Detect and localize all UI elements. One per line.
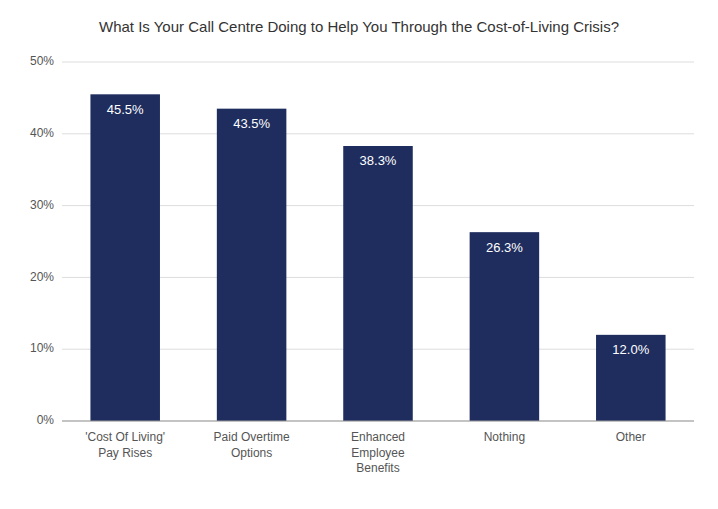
tick-label: 20%: [30, 270, 54, 284]
chart: What Is Your Call Centre Doing to Help Y…: [0, 0, 718, 509]
tick-label: 50%: [30, 54, 54, 68]
data-labels: 45.5% 43.5% 38.3% 26.3% 12.0%: [107, 102, 650, 358]
grid-line: [62, 62, 694, 63]
category-label: EnhancedEmployeeBenefits: [351, 430, 405, 475]
tick-label: 30%: [30, 198, 54, 212]
data-label: 45.5%: [107, 102, 144, 117]
bar: [217, 109, 287, 421]
data-label: 26.3%: [486, 240, 523, 255]
grid-line: [62, 421, 694, 422]
bar: [343, 146, 413, 421]
tick-label: 10%: [30, 341, 54, 355]
chart-container: What Is Your Call Centre Doing to Help Y…: [0, 0, 718, 509]
data-label: 12.0%: [612, 342, 649, 357]
bar: [596, 335, 666, 421]
bars: [90, 94, 665, 421]
category-label: Paid OvertimeOptions: [214, 430, 290, 460]
title: What Is Your Call Centre Doing to Help Y…: [99, 18, 619, 35]
bar: [470, 232, 540, 421]
data-label: 43.5%: [233, 116, 270, 131]
x-axis-line: [62, 421, 694, 422]
bar: [90, 94, 160, 421]
y-axis: 0% 10% 20% 30% 40% 50%: [30, 54, 694, 427]
category-label: 'Cost Of Living'Pay Rises: [85, 430, 165, 460]
tick-label: 0%: [37, 413, 55, 427]
data-label: 38.3%: [360, 153, 397, 168]
tick-label: 40%: [30, 126, 54, 140]
category-label: Nothing: [484, 430, 525, 444]
category-label: Other: [616, 430, 646, 444]
x-axis: 'Cost Of Living'Pay Rises Paid OvertimeOp…: [85, 430, 646, 475]
